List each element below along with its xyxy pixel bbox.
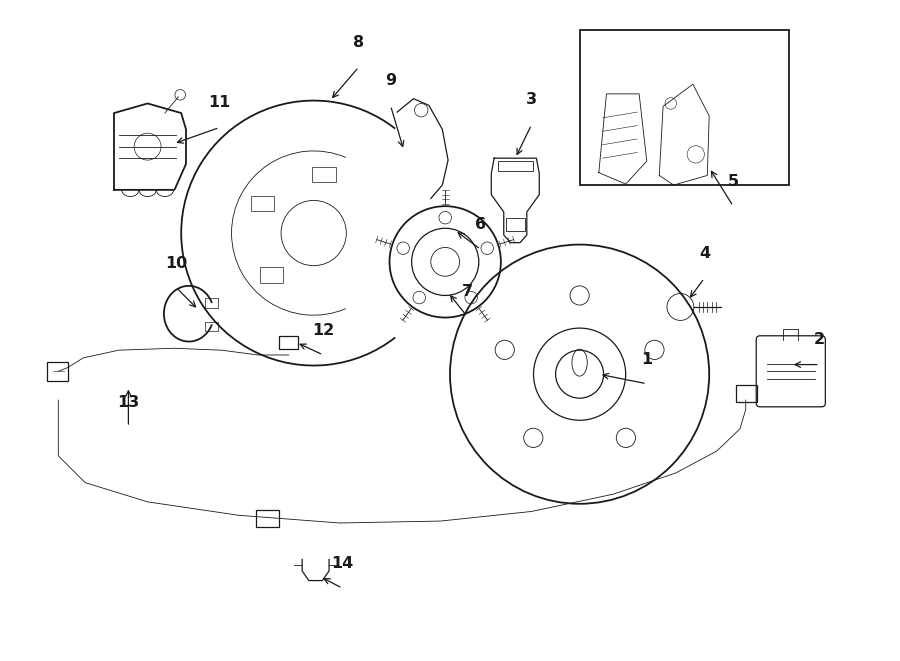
Text: 1: 1 — [641, 352, 652, 366]
Bar — [250, 196, 274, 211]
Text: 10: 10 — [166, 256, 187, 270]
Text: 9: 9 — [385, 73, 396, 88]
Text: 14: 14 — [331, 556, 354, 571]
Text: 3: 3 — [526, 93, 537, 107]
Bar — [498, 161, 533, 171]
Text: 11: 11 — [209, 95, 230, 110]
Text: 5: 5 — [727, 174, 739, 189]
Text: 2: 2 — [814, 332, 825, 347]
Text: 13: 13 — [117, 395, 140, 410]
Bar — [205, 322, 218, 331]
Bar — [279, 336, 298, 349]
Bar — [260, 268, 284, 283]
Bar — [256, 510, 279, 527]
Bar — [47, 362, 68, 381]
Bar — [736, 385, 757, 402]
Text: 4: 4 — [698, 246, 710, 261]
Bar — [312, 167, 336, 182]
Text: 7: 7 — [462, 284, 472, 299]
Bar — [205, 298, 218, 307]
Text: 8: 8 — [353, 34, 364, 50]
Bar — [580, 30, 789, 185]
Text: 6: 6 — [475, 217, 486, 232]
Bar — [506, 217, 525, 231]
Text: 12: 12 — [312, 323, 335, 338]
